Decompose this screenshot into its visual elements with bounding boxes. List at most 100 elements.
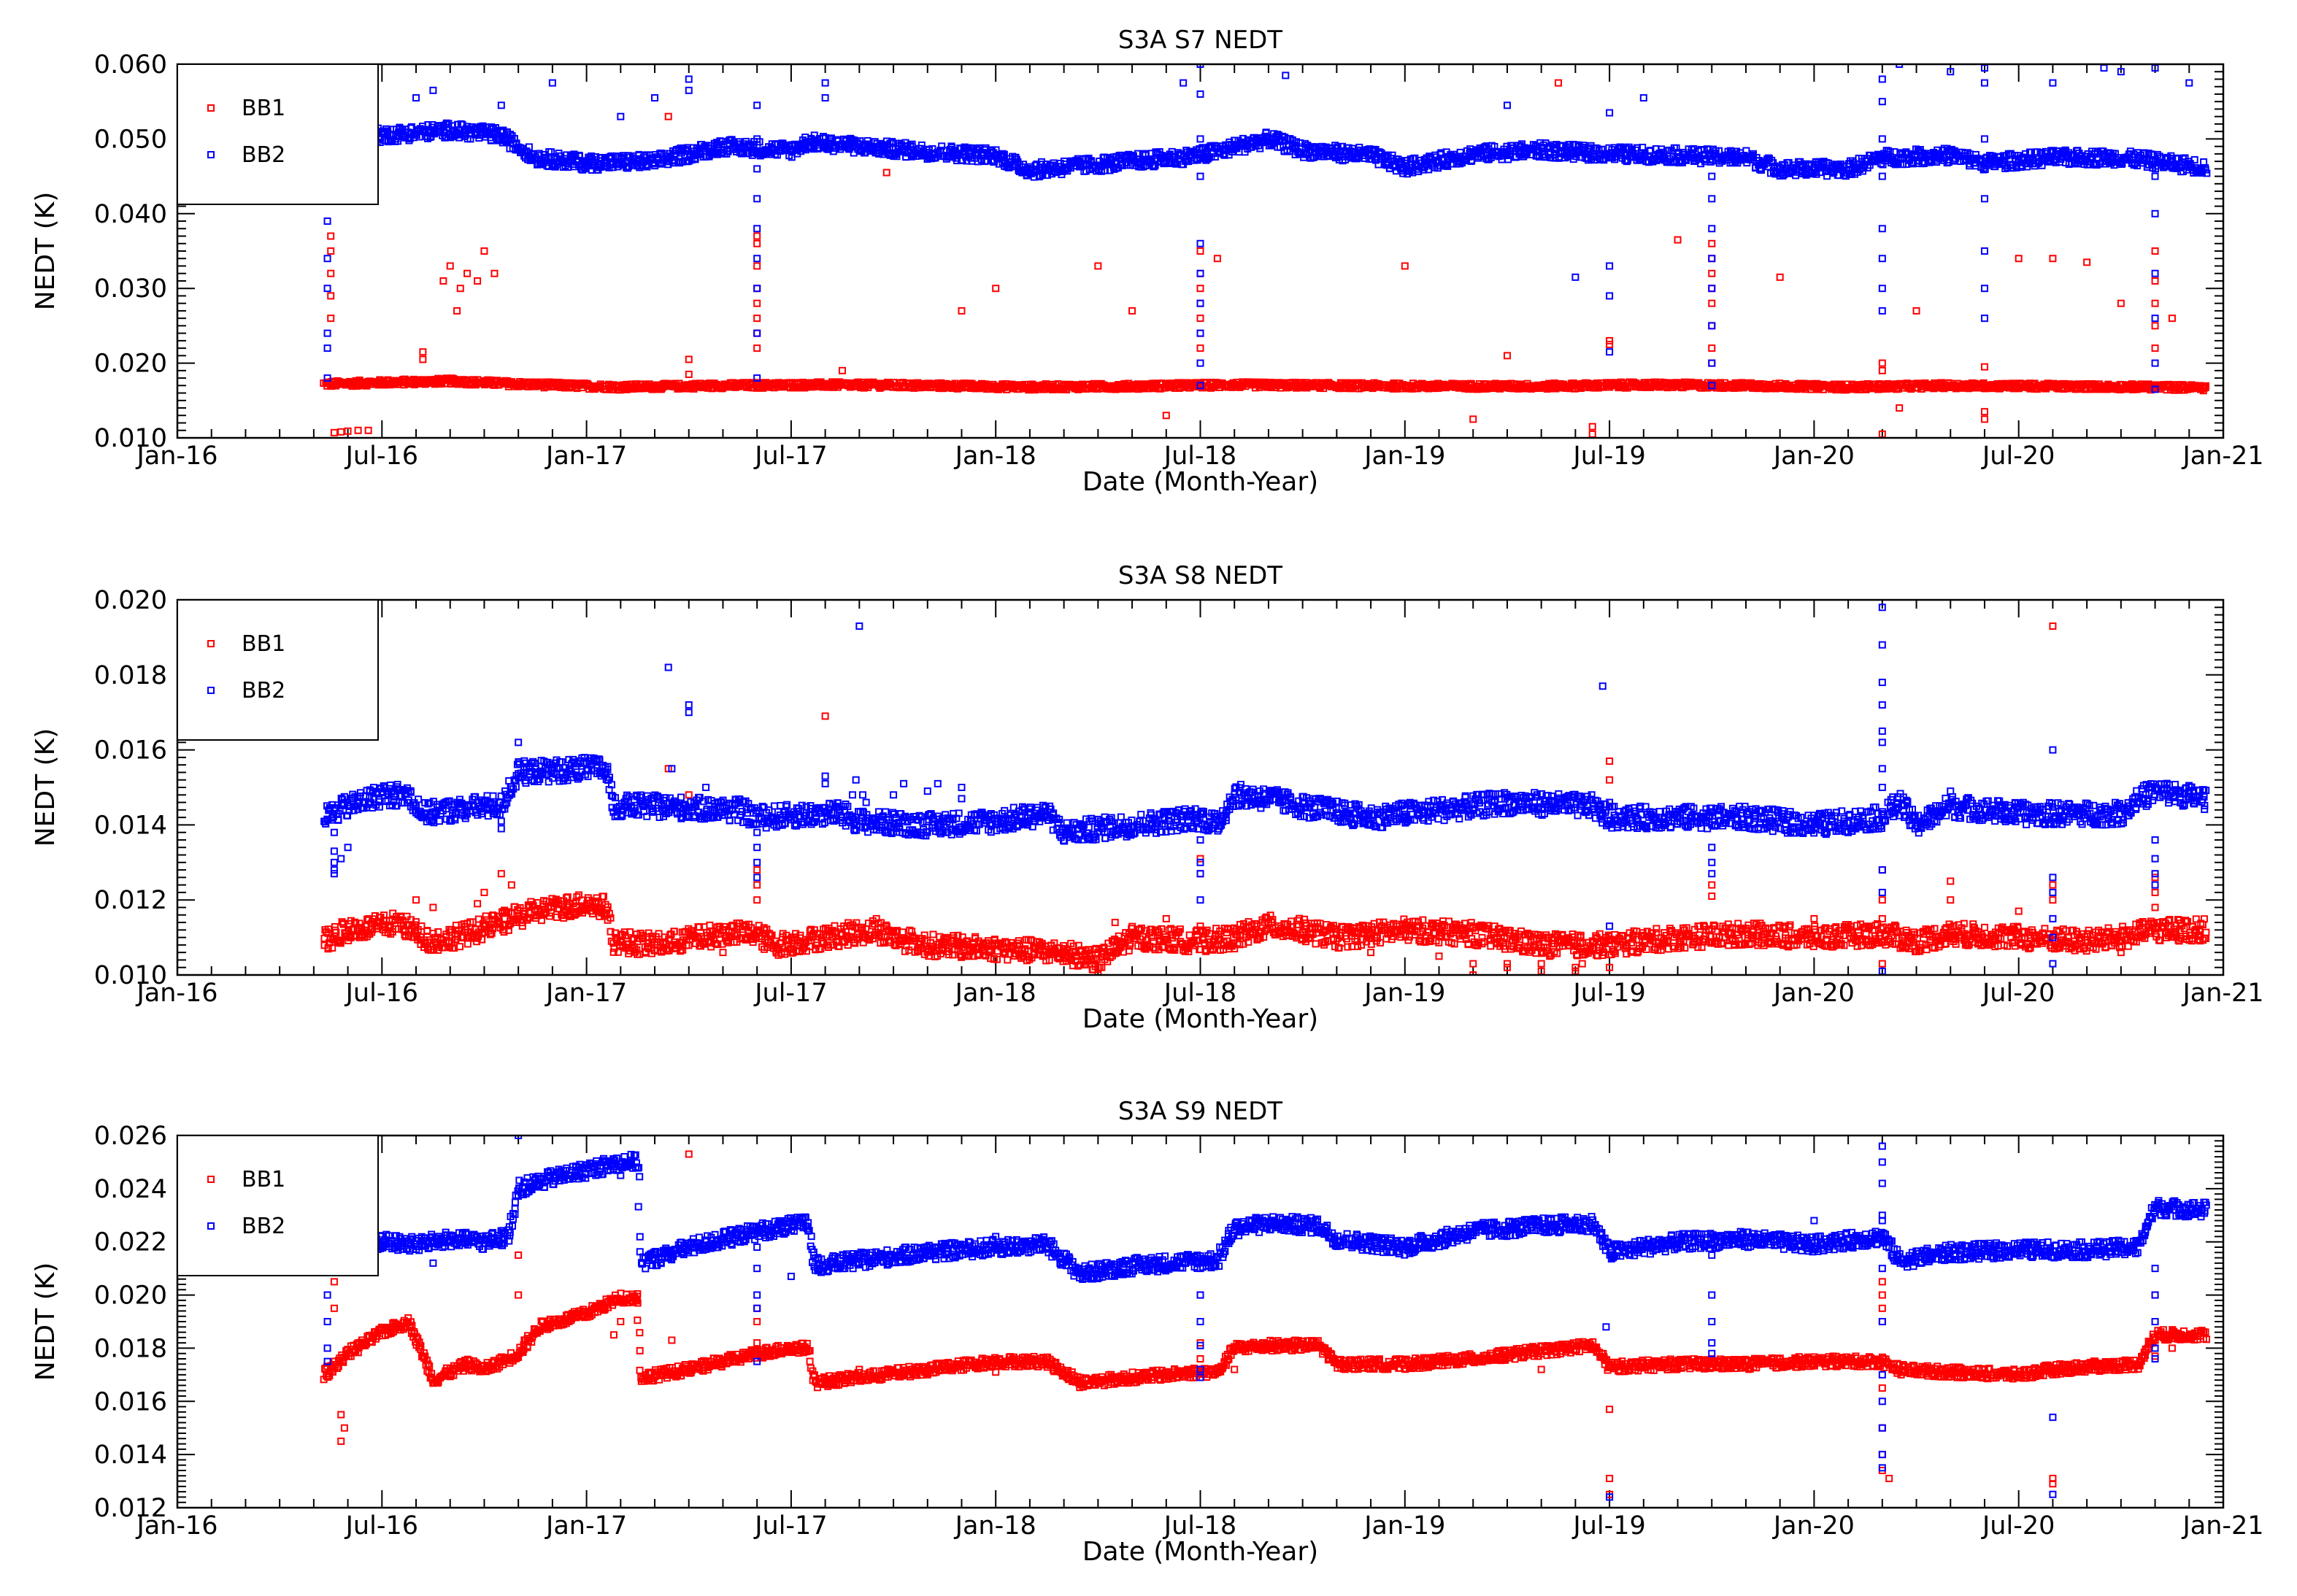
- outlier-point: [453, 307, 461, 315]
- data-point: [1756, 164, 1764, 172]
- outlier-point: [1503, 352, 1511, 360]
- data-point: [1310, 153, 1318, 161]
- outlier-point: [753, 329, 761, 337]
- outlier-point: [651, 382, 659, 390]
- outlier-point: [992, 285, 1000, 293]
- outlier-point: [1708, 359, 1716, 367]
- outlier-point: [1196, 247, 1204, 255]
- outlier-point: [2151, 344, 2159, 352]
- outlier-point: [2151, 322, 2159, 330]
- data-point: [826, 135, 834, 143]
- data-point: [850, 149, 858, 157]
- outlier-point: [1196, 285, 1204, 293]
- outlier-point: [2015, 255, 2023, 263]
- outlier-point: [1196, 269, 1204, 277]
- data-point: [674, 158, 682, 166]
- data-point: [908, 140, 916, 148]
- outlier-point: [1401, 262, 1409, 270]
- outlier-point: [480, 247, 488, 255]
- data-point: [819, 133, 827, 141]
- outlier-point: [1588, 423, 1596, 431]
- outlier-point: [1878, 366, 1886, 374]
- outlier-point: [685, 355, 693, 363]
- data-point: [436, 380, 445, 388]
- data-point: [999, 152, 1007, 160]
- outlier-point: [1708, 255, 1716, 263]
- outlier-point: [1776, 273, 1784, 281]
- outlier-point: [1196, 299, 1204, 307]
- data-point: [691, 155, 699, 163]
- outlier-point: [1213, 255, 1221, 263]
- data-point: [974, 158, 982, 166]
- outlier-point: [456, 285, 464, 293]
- outlier-point: [1708, 239, 1716, 247]
- outlier-point: [439, 277, 447, 285]
- data-point: [1031, 165, 1039, 173]
- outlier-point: [2168, 315, 2176, 323]
- data-point: [701, 143, 709, 151]
- outlier-point: [327, 247, 335, 255]
- data-point: [490, 128, 498, 136]
- data-point: [466, 135, 474, 143]
- outlier-point: [364, 426, 372, 434]
- data-point: [1835, 171, 1843, 180]
- data-point: [547, 153, 555, 161]
- outlier-point: [446, 262, 454, 270]
- data-point: [525, 143, 533, 151]
- outlier-point: [1878, 359, 1886, 367]
- outlier-point: [1708, 269, 1716, 277]
- outlier-point: [463, 269, 472, 277]
- chart-title: S3A S7 NEDT: [1118, 26, 1282, 55]
- outlier-point: [753, 232, 761, 240]
- outlier-point: [2083, 258, 2091, 266]
- data-point: [1981, 166, 1989, 174]
- outlier-point: [1708, 285, 1716, 293]
- outlier-point: [838, 366, 846, 374]
- outlier-point: [1708, 299, 1716, 307]
- data-point: [1456, 148, 1464, 156]
- outlier-point: [419, 355, 427, 363]
- outlier-point: [474, 277, 482, 285]
- outlier-point: [1128, 307, 1136, 315]
- data-point: [642, 161, 650, 169]
- outlier-point: [490, 269, 499, 277]
- data-point: [1504, 155, 1512, 163]
- data-point: [1715, 147, 1723, 155]
- outlier-point: [1162, 412, 1170, 420]
- outlier-point: [1980, 415, 1988, 423]
- data-point: [938, 142, 946, 150]
- outlier-point: [2117, 299, 2125, 307]
- data-point: [1000, 150, 1008, 158]
- outlier-point: [337, 428, 345, 436]
- outlier-point: [327, 232, 335, 240]
- outlier-point: [753, 299, 761, 307]
- outlier-point: [1196, 329, 1204, 337]
- data-point: [1012, 153, 1020, 161]
- data-point: [512, 139, 520, 147]
- outlier-point: [1708, 344, 1716, 352]
- data-point: [888, 138, 896, 146]
- series-bb2: [323, 64, 2211, 393]
- data-point: [1296, 139, 1304, 147]
- data-point: [893, 153, 901, 161]
- data-point: [1907, 151, 1915, 159]
- outlier-point: [1708, 322, 1716, 330]
- outlier-point: [1896, 404, 1904, 412]
- outlier-point: [1469, 415, 1477, 423]
- outlier-point: [330, 428, 338, 436]
- data-point: [502, 137, 510, 145]
- outlier-point: [664, 112, 672, 120]
- outlier-point: [2151, 277, 2159, 285]
- outlier-point: [958, 307, 966, 315]
- outlier-point: [354, 426, 362, 434]
- data-point: [394, 137, 402, 145]
- data-point: [487, 136, 495, 144]
- data-point: [499, 128, 507, 136]
- outlier-point: [753, 262, 761, 270]
- data-point: [1899, 161, 1907, 169]
- data-point: [2201, 382, 2209, 390]
- outlier-point: [1912, 307, 1920, 315]
- data-point: [1403, 159, 1411, 167]
- data-point: [992, 146, 1000, 154]
